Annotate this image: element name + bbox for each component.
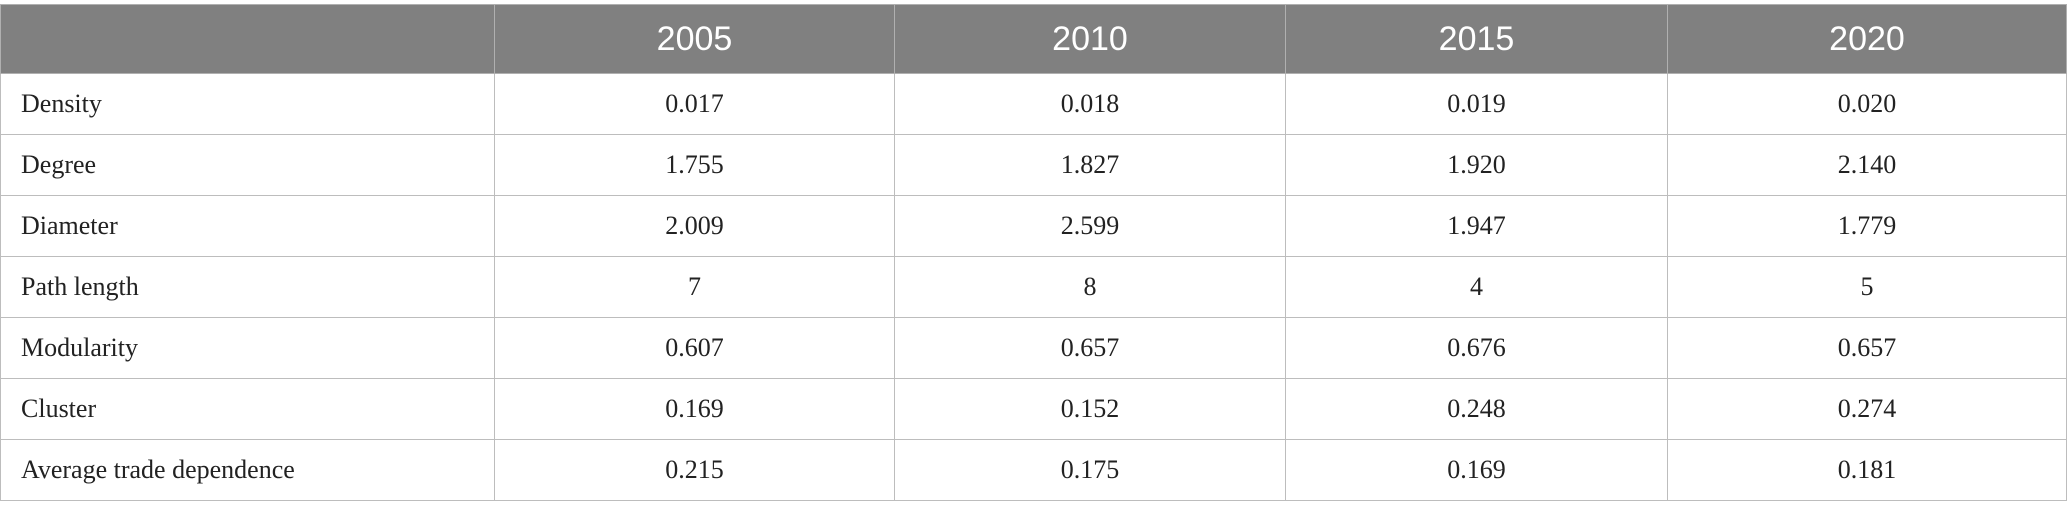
header-row: 2005 2010 2015 2020 [0, 4, 2067, 74]
cell-value: 8 [894, 256, 1286, 318]
cell-value: 0.607 [494, 317, 895, 379]
cell-value: 0.018 [894, 73, 1286, 135]
row-label: Modularity [0, 317, 495, 379]
table-row: Degree 1.755 1.827 1.920 2.140 [0, 134, 2067, 196]
cell-value: 1.755 [494, 134, 895, 196]
row-label: Degree [0, 134, 495, 196]
row-label: Average trade dependence [0, 439, 495, 501]
table-row: Average trade dependence 0.215 0.175 0.169 0… [0, 439, 2067, 501]
table-row: Path length 7 8 4 5 [0, 256, 2067, 318]
cell-value: 1.920 [1285, 134, 1668, 196]
cell-value: 0.676 [1285, 317, 1668, 379]
table-head: 2005 2010 2015 2020 [0, 4, 2067, 74]
cell-value: 0.019 [1285, 73, 1668, 135]
cell-value: 0.215 [494, 439, 895, 501]
cell-value: 2.140 [1667, 134, 2067, 196]
table-row: Density 0.017 0.018 0.019 0.020 [0, 73, 2067, 135]
cell-value: 1.947 [1285, 195, 1668, 257]
column-header: 2010 [894, 4, 1286, 74]
table-body: Density 0.017 0.018 0.019 0.020 Degree 1.755 1.… [0, 73, 2067, 501]
cell-value: 0.657 [1667, 317, 2067, 379]
table-row: Modularity 0.607 0.657 0.676 0.657 [0, 317, 2067, 379]
table-row: Cluster 0.169 0.152 0.248 0.274 [0, 378, 2067, 440]
cell-value: 0.017 [494, 73, 895, 135]
row-label: Diameter [0, 195, 495, 257]
cell-value: 0.248 [1285, 378, 1668, 440]
cell-value: 4 [1285, 256, 1668, 318]
cell-value: 0.175 [894, 439, 1286, 501]
cell-value: 0.657 [894, 317, 1286, 379]
column-header: 2020 [1667, 4, 2067, 74]
column-header: 2015 [1285, 4, 1668, 74]
table-row: Diameter 2.009 2.599 1.947 1.779 [0, 195, 2067, 257]
corner-cell [0, 4, 495, 74]
cell-value: 5 [1667, 256, 2067, 318]
cell-value: 0.169 [494, 378, 895, 440]
cell-value: 1.827 [894, 134, 1286, 196]
cell-value: 0.274 [1667, 378, 2067, 440]
cell-value: 7 [494, 256, 895, 318]
cell-value: 1.779 [1667, 195, 2067, 257]
cell-value: 2.009 [494, 195, 895, 257]
row-label: Path length [0, 256, 495, 318]
row-label: Cluster [0, 378, 495, 440]
cell-value: 2.599 [894, 195, 1286, 257]
cell-value: 0.181 [1667, 439, 2067, 501]
row-label: Density [0, 73, 495, 135]
data-table: 2005 2010 2015 2020 Density 0.017 0.018 0.019 0… [0, 4, 2067, 501]
cell-value: 0.152 [894, 378, 1286, 440]
column-header: 2005 [494, 4, 895, 74]
cell-value: 0.020 [1667, 73, 2067, 135]
cell-value: 0.169 [1285, 439, 1668, 501]
